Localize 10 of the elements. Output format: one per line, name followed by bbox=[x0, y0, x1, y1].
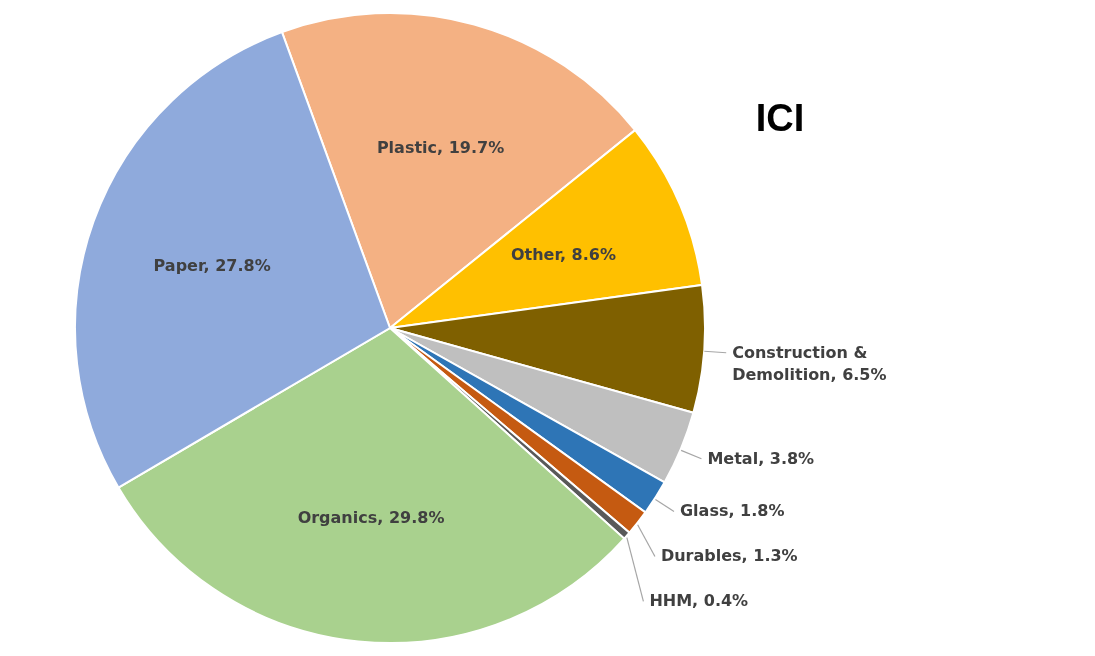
slice-label: Durables, 1.3% bbox=[660, 546, 798, 566]
slice-label: Plastic, 19.7% bbox=[376, 137, 505, 157]
slice-label: Glass, 1.8% bbox=[679, 501, 785, 521]
slice-label: Construction & Demolition, 6.5% bbox=[732, 342, 887, 384]
slice-label: Paper, 27.8% bbox=[153, 256, 271, 276]
slice-label: Organics, 29.8% bbox=[297, 508, 445, 528]
slice-label: Other, 8.6% bbox=[510, 244, 616, 264]
text: ICI bbox=[755, 97, 805, 139]
slice-label: HHM, 0.4% bbox=[649, 591, 749, 611]
slice-label: Metal, 3.8% bbox=[707, 448, 815, 468]
